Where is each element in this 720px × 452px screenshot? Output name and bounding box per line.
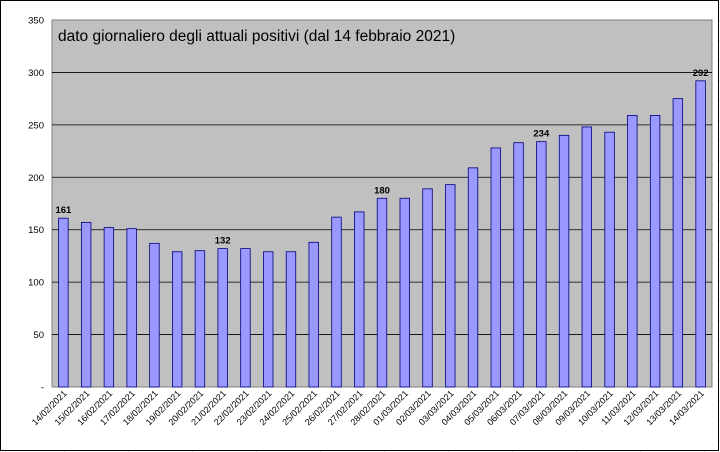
bar [149,242,160,388]
y-tick-label: 350 [28,16,44,27]
bar [240,248,251,388]
data-labels: 161 132 180 234 292 [55,68,708,247]
data-label: 180 [374,185,390,196]
data-label: 292 [693,68,709,79]
data-label: 161 [55,205,72,216]
y-tick-label: 250 [28,120,44,131]
y-tick-label: 100 [28,278,44,289]
bar [285,251,297,388]
bar [513,142,524,388]
data-label: 132 [215,236,231,247]
bar [331,216,342,388]
bar [490,147,501,388]
bar [263,251,274,388]
bar [627,115,638,388]
data-label: 234 [533,129,550,140]
y-tick-label: 300 [28,68,44,79]
bar [58,217,69,388]
bar [217,248,228,388]
y-tick-label: 150 [28,225,44,236]
bar [194,250,206,388]
bar [399,197,410,388]
bar [376,197,388,388]
y-axis-tick-labels: - 50 100 150 200 250 300 350 [28,16,44,394]
bar [126,228,137,388]
bar [467,167,479,388]
bar [558,134,570,388]
bar [103,227,115,388]
bar [422,188,433,388]
bar [695,80,706,388]
chart-title: dato giornaliero degli attuali positivi … [58,28,456,45]
y-tick-label: 50 [33,330,44,341]
bar [171,251,183,388]
bar [536,141,547,388]
bar [308,241,319,388]
bar [649,115,661,388]
bar [445,184,456,388]
bar [581,126,593,388]
bar [672,98,684,388]
bar [354,211,365,388]
bar [80,221,92,388]
y-tick-label: 200 [28,173,44,184]
y-tick-label: - [41,383,44,394]
bar [604,131,615,388]
bars [58,80,706,388]
